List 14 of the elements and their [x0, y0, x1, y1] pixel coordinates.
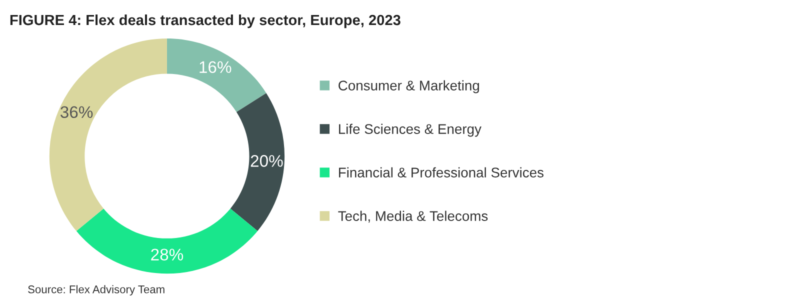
chart-title: FIGURE 4: Flex deals transacted by sector, Europe, 2023: [10, 14, 400, 28]
donut-slice: [166, 38, 266, 112]
donut-slice: [49, 38, 167, 232]
data-label: 28%: [151, 248, 184, 261]
legend-label: Life Sciences & Energy: [339, 124, 482, 137]
donut-slice: [76, 208, 258, 274]
source-note: Source: Flex Advisory Team: [28, 285, 164, 296]
data-label: 16%: [200, 61, 232, 73]
legend-label: Financial & Professional Services: [339, 167, 544, 178]
legend-label: Tech, Media & Telecoms: [338, 210, 488, 223]
data-label: 20%: [250, 155, 283, 167]
legend-label: Consumer & Marketing: [338, 80, 480, 94]
data-label: 36%: [60, 106, 93, 118]
donut-slice: [230, 93, 285, 232]
